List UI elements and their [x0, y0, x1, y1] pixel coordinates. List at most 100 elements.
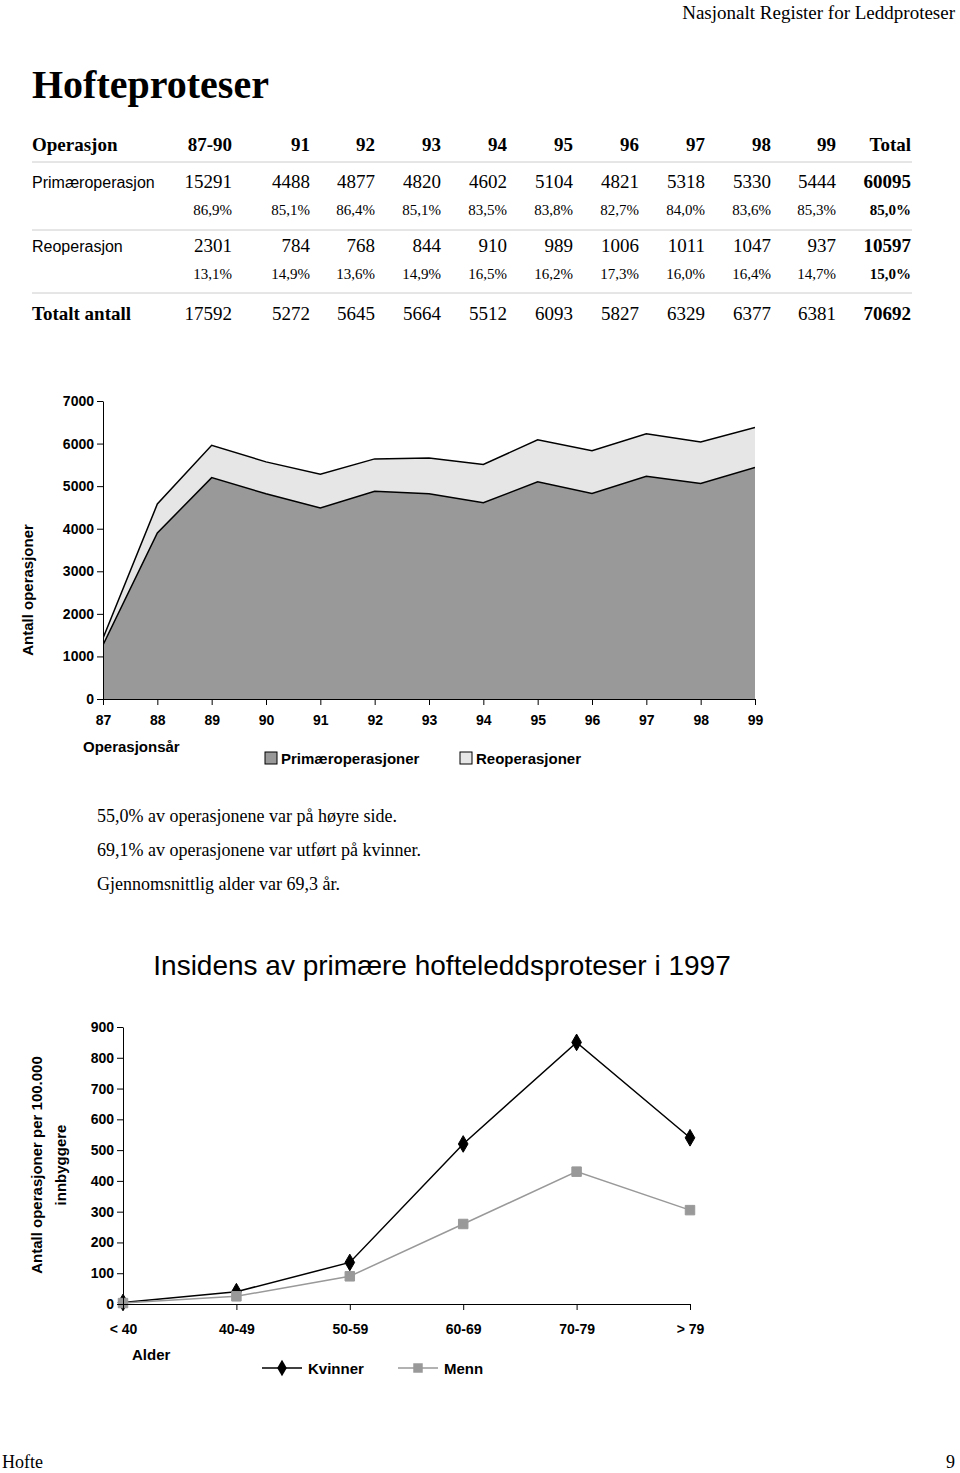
axis-title: Alder [132, 1346, 171, 1363]
table-header: 98 [752, 134, 771, 155]
page-title: Hofteproteser [32, 62, 269, 107]
tick-mark [117, 1242, 123, 1243]
tick: 500 [91, 1142, 123, 1158]
table-cell: 16,5% [468, 266, 507, 282]
tick: 6000 [63, 436, 103, 452]
table-header: 92 [356, 134, 375, 155]
tick-mark [117, 1304, 123, 1305]
legend-swatch [460, 752, 472, 764]
tick-label: 60-69 [446, 1321, 482, 1337]
table-header: 95 [554, 134, 573, 155]
table-cell: 14,9% [402, 266, 441, 282]
table-cell: 4488 [272, 171, 310, 192]
tick-mark [117, 1212, 123, 1213]
table-header: 87-90 [188, 134, 232, 155]
page-header: Nasjonalt Register for Leddproteser [682, 2, 955, 23]
tick-label: 97 [639, 712, 655, 728]
marker [345, 1254, 355, 1271]
tick: 89 [204, 699, 220, 728]
legend-label: Kvinner [308, 1360, 364, 1377]
row-label: Primæroperasjon [32, 174, 155, 191]
table-header: 94 [488, 134, 508, 155]
tick-label: 98 [693, 712, 709, 728]
marker [572, 1167, 581, 1176]
tick-mark [592, 699, 593, 705]
tick-label: 1000 [63, 648, 94, 664]
tick-label: 4000 [63, 521, 94, 537]
tick: 60-69 [446, 1304, 482, 1337]
tick-label: 200 [91, 1234, 115, 1250]
table-cell: 989 [545, 235, 574, 256]
table-cell: 17,3% [600, 266, 639, 282]
tick-label: 400 [91, 1173, 115, 1189]
area-outline [103, 467, 755, 645]
table-cell: 14,7% [797, 266, 836, 282]
table-cell: 83,6% [732, 202, 771, 218]
table-cell: 16,0% [666, 266, 705, 282]
table-rule [32, 162, 912, 163]
table-cell: 85,1% [402, 202, 441, 218]
table-cell: 16,2% [534, 266, 573, 282]
tick: 92 [367, 699, 383, 728]
table-cell: 1047 [733, 235, 771, 256]
marker [572, 1034, 582, 1051]
table-header: Operasjon [32, 134, 118, 155]
table-cell: 86,9% [193, 202, 232, 218]
tick-mark [117, 1273, 123, 1274]
note: 69,1% av operasjonene var utført på kvin… [97, 840, 421, 860]
area [103, 467, 755, 699]
tick: 90 [259, 699, 275, 728]
tick: 300 [91, 1204, 123, 1220]
row-label: Totalt antall [32, 303, 131, 324]
tick-mark [97, 529, 103, 530]
legend-label: Primæroperasjoner [281, 750, 420, 767]
tick-mark [463, 1304, 464, 1310]
tick-label: 91 [313, 712, 329, 728]
tick: 0 [86, 691, 103, 707]
tick-label: 3000 [63, 563, 94, 579]
row-label: Reoperasjon [32, 238, 123, 255]
tick: 94 [476, 699, 492, 728]
tick: 1000 [63, 648, 103, 664]
tick-mark [97, 444, 103, 445]
tick-mark [701, 699, 702, 705]
table-cell: 1011 [668, 235, 705, 256]
tick-mark [117, 1150, 123, 1151]
tick-mark [97, 614, 103, 615]
table-cell: 85,3% [797, 202, 836, 218]
tick-label: 6000 [63, 436, 94, 452]
area-outline [103, 427, 755, 638]
table-cell: 16,4% [732, 266, 771, 282]
table-cell: 83,8% [534, 202, 573, 218]
marker [458, 1219, 467, 1228]
table-header: 96 [620, 134, 639, 155]
marker [345, 1272, 354, 1281]
tick: > 79 [677, 1304, 705, 1337]
footer-left: Hofte [2, 1452, 43, 1472]
table-cell: 1006 [601, 235, 639, 256]
table-cell: 4821 [601, 171, 639, 192]
tick-label: 300 [91, 1204, 115, 1220]
tick-label: 5000 [63, 478, 94, 494]
table-cell: 82,7% [600, 202, 639, 218]
line [123, 1042, 690, 1302]
tick-mark [117, 1058, 123, 1059]
table-cell: 85,1% [271, 202, 310, 218]
marker [685, 1205, 694, 1214]
tick-mark [350, 1304, 351, 1310]
chart-line: Insidens av primære hofteleddsproteser i… [28, 950, 731, 1377]
table-header: Total [869, 134, 911, 155]
tick: 88 [150, 699, 166, 728]
tick-label: 92 [367, 712, 383, 728]
tick-mark [97, 401, 103, 402]
tick-mark [212, 699, 213, 705]
legend-label: Menn [444, 1360, 483, 1377]
tick-mark [538, 699, 539, 705]
table-cell: 4602 [469, 171, 507, 192]
tick-mark [375, 699, 376, 705]
legend-item: Kvinner [262, 1360, 364, 1377]
table-cell: 4877 [337, 171, 375, 192]
tick-label: 88 [150, 712, 166, 728]
tick-mark [483, 699, 484, 705]
legend-label: Reoperasjoner [476, 750, 581, 767]
